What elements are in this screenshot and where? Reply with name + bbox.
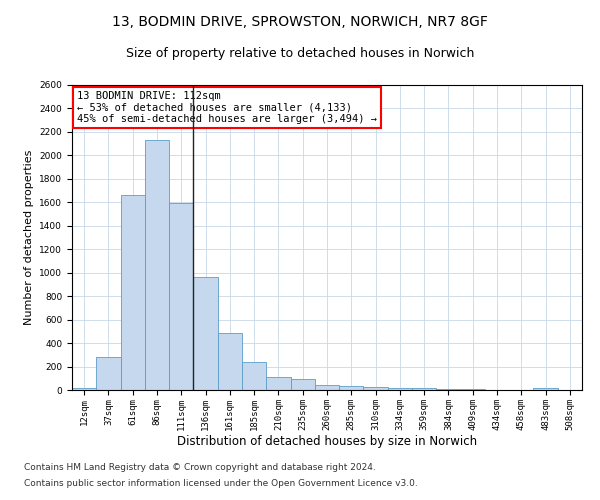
Bar	[218, 332, 242, 390]
Bar	[242, 362, 266, 390]
Bar	[193, 278, 218, 390]
Text: Size of property relative to detached houses in Norwich: Size of property relative to detached ho…	[126, 48, 474, 60]
Y-axis label: Number of detached properties: Number of detached properties	[24, 150, 34, 325]
Bar	[290, 380, 315, 390]
Bar	[121, 196, 145, 390]
Text: Contains HM Land Registry data © Crown copyright and database right 2024.: Contains HM Land Registry data © Crown c…	[24, 464, 376, 472]
Bar	[315, 386, 339, 390]
Bar	[72, 388, 96, 390]
Bar	[412, 388, 436, 390]
Bar	[388, 388, 412, 390]
Bar	[266, 376, 290, 390]
Bar	[533, 388, 558, 390]
Bar	[96, 357, 121, 390]
X-axis label: Distribution of detached houses by size in Norwich: Distribution of detached houses by size …	[177, 436, 477, 448]
Text: Contains public sector information licensed under the Open Government Licence v3: Contains public sector information licen…	[24, 478, 418, 488]
Text: 13 BODMIN DRIVE: 112sqm
← 53% of detached houses are smaller (4,133)
45% of semi: 13 BODMIN DRIVE: 112sqm ← 53% of detache…	[77, 91, 377, 124]
Bar	[145, 140, 169, 390]
Bar	[169, 204, 193, 390]
Text: 13, BODMIN DRIVE, SPROWSTON, NORWICH, NR7 8GF: 13, BODMIN DRIVE, SPROWSTON, NORWICH, NR…	[112, 15, 488, 29]
Bar	[436, 389, 461, 390]
Bar	[364, 388, 388, 390]
Bar	[339, 386, 364, 390]
